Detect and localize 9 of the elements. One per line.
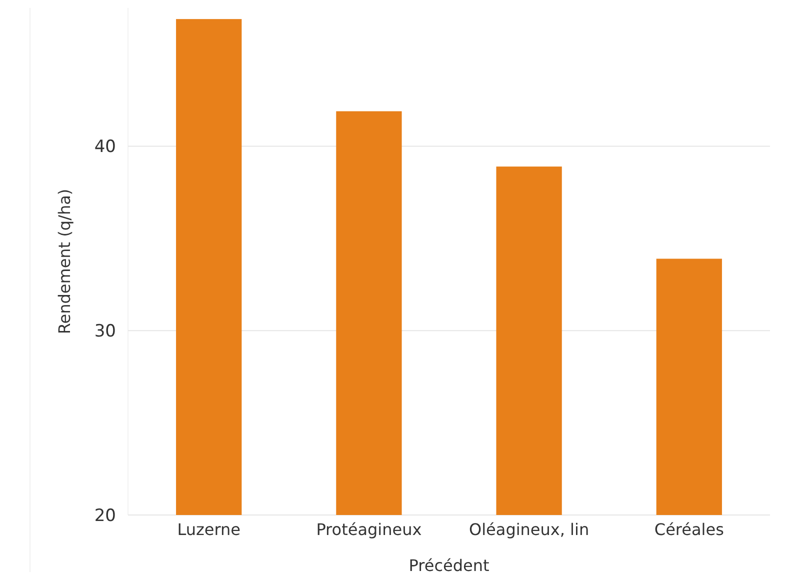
y-axis-title: Rendement (q/ha) [55, 188, 74, 334]
y-tick-label: 40 [94, 137, 116, 158]
x-tick-label: Céréales [654, 520, 724, 539]
x-tick-label: Luzerne [177, 520, 240, 539]
x-tick-label: Protéagineux [316, 520, 422, 539]
x-axis-title: Précédent [408, 556, 490, 575]
y-tick-label: 20 [94, 506, 116, 526]
x-tick-label: Oléagineux, lin [469, 520, 590, 539]
y-tick-label: 30 [94, 322, 116, 342]
